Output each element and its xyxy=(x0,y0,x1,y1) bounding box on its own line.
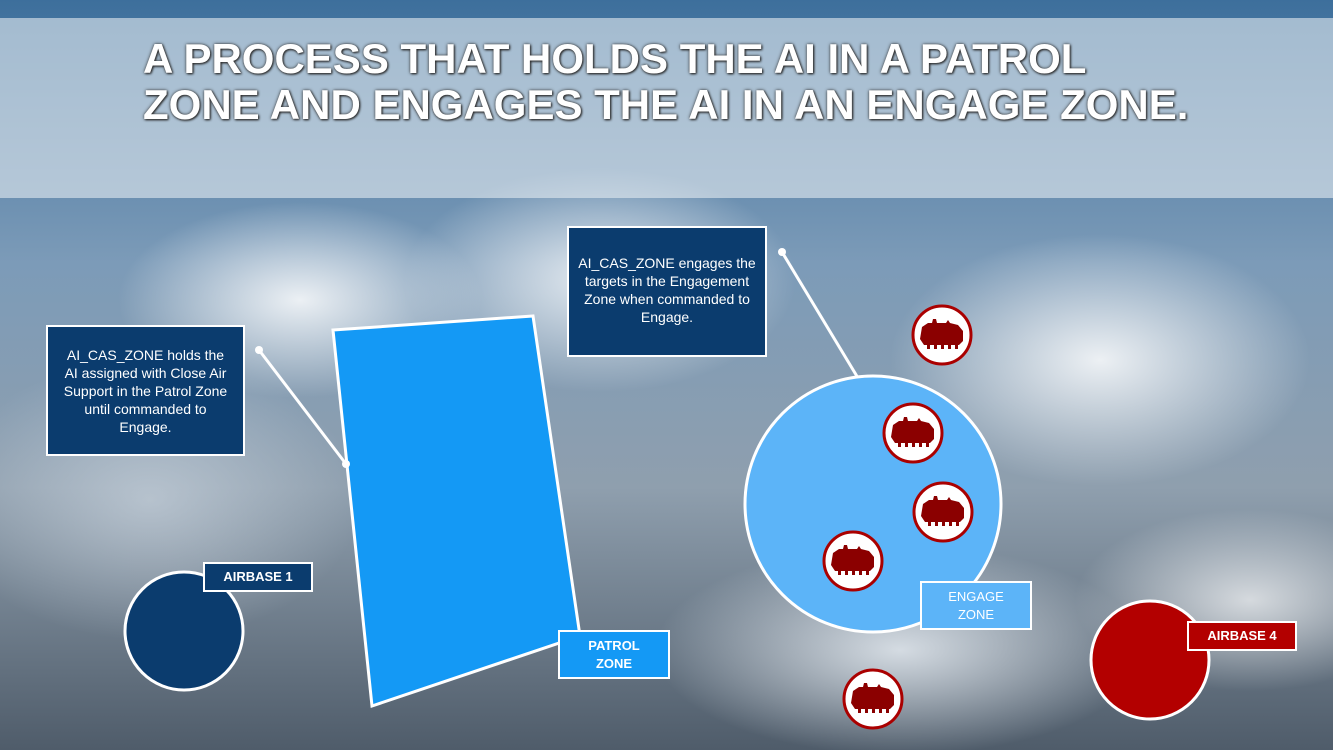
engage-zone-label: ENGAGE ZONE xyxy=(920,581,1032,630)
patrol-connector-dot xyxy=(342,460,350,468)
patrol-zone-shape xyxy=(331,314,582,709)
engage-connector xyxy=(780,251,860,379)
patrol-connector-dot xyxy=(255,346,263,354)
title-banner xyxy=(0,18,1333,198)
target-tank-icon xyxy=(912,481,974,543)
slide-title: A process that holds the AI in a Patrol … xyxy=(143,35,1189,128)
engage-callout: AI_CAS_ZONE engages the targets in the E… xyxy=(567,226,767,357)
target-tank-icon xyxy=(822,530,884,592)
airbase-4-label: AIRBASE 4 xyxy=(1187,621,1297,651)
patrol-zone-label: PATROL ZONE xyxy=(558,630,670,679)
target-tank-icon xyxy=(911,304,973,366)
target-tank-icon xyxy=(842,668,904,730)
target-tank-icon xyxy=(882,402,944,464)
airbase-1-label: AIRBASE 1 xyxy=(203,562,313,592)
airbase-1-shape xyxy=(123,570,245,692)
patrol-callout: AI_CAS_ZONE holds the AI assigned with C… xyxy=(46,325,245,456)
patrol-connector xyxy=(257,349,348,465)
airbase-4-shape xyxy=(1089,599,1211,721)
engage-connector-dot xyxy=(778,248,786,256)
